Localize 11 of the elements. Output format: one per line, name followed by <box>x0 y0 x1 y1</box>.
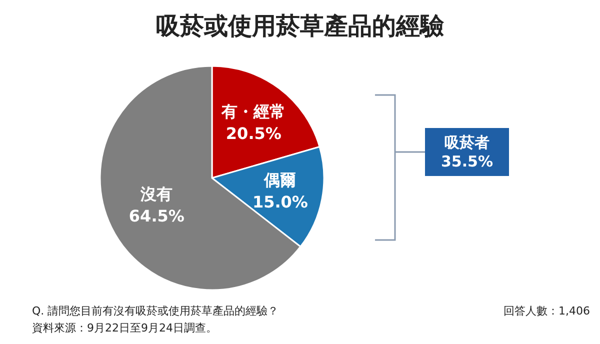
text: 吸菸者 35.5% <box>440 134 494 170</box>
slice-label: 有・經常 <box>220 102 286 121</box>
slice-label: 偶爾 <box>263 170 296 190</box>
data-label: 64.5% <box>128 206 184 226</box>
slice-label: 沒有 <box>140 184 173 204</box>
chart-title: 吸菸或使用菸草產品的經驗 <box>156 12 445 40</box>
source-note: 資料來源：9月22日至9月24日調查。 <box>32 322 217 334</box>
data-label: 15.0% <box>252 192 308 212</box>
text: Q. 請問您目前有沒有吸菸或使用菸草產品的經驗？ <box>32 304 279 318</box>
text: 回答人數：1,406 <box>504 304 590 318</box>
data-label: 20.5% <box>226 124 282 143</box>
